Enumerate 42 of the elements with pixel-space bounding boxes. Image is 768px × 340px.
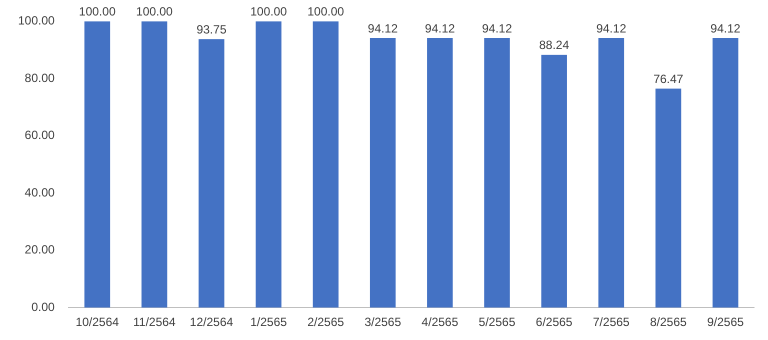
data-label: 94.12 xyxy=(482,21,512,36)
data-label: 100.00 xyxy=(136,4,174,19)
bar xyxy=(84,21,110,308)
bar xyxy=(198,39,224,308)
x-tick-label: 3/2565 xyxy=(364,315,402,330)
bar xyxy=(312,21,339,308)
x-tick-label: 4/2565 xyxy=(422,315,459,330)
bar xyxy=(598,38,624,308)
x-tick-label: 5/2565 xyxy=(478,315,516,330)
data-label: 94.12 xyxy=(368,21,398,36)
x-tick-label: 11/2564 xyxy=(133,315,176,330)
data-label: 100.00 xyxy=(250,4,288,19)
data-label: 76.47 xyxy=(653,72,684,86)
y-tick-label: 0.00 xyxy=(31,300,56,314)
bar xyxy=(541,54,567,308)
bar xyxy=(427,38,453,308)
x-tick-label: 12/2564 xyxy=(190,315,234,330)
bar xyxy=(370,38,396,308)
bar xyxy=(256,21,282,308)
data-label: 93.75 xyxy=(196,22,227,36)
data-label: 100.00 xyxy=(307,4,344,19)
data-label: 94.12 xyxy=(710,21,741,36)
x-tick-label: 8/2565 xyxy=(650,315,688,330)
x-tick-label: 6/2565 xyxy=(536,315,573,330)
data-label: 88.24 xyxy=(539,38,570,52)
data-label: 94.12 xyxy=(596,21,627,36)
x-tick-label: 9/2565 xyxy=(707,315,744,330)
y-tick-label: 60.00 xyxy=(24,128,56,142)
bar xyxy=(712,38,738,308)
y-tick-label: 100.00 xyxy=(18,14,56,28)
x-tick-label: 1/2565 xyxy=(250,315,288,330)
data-label: 100.00 xyxy=(78,4,116,19)
x-tick-label: 7/2565 xyxy=(592,315,630,330)
bar xyxy=(655,88,682,308)
x-tick-label: 2/2565 xyxy=(307,315,344,330)
data-label: 94.12 xyxy=(424,21,456,36)
x-tick-label: 10/2564 xyxy=(76,315,120,330)
bar xyxy=(142,21,168,308)
y-tick-label: 40.00 xyxy=(24,185,56,200)
y-tick-label: 20.00 xyxy=(24,242,56,257)
bar xyxy=(484,38,510,308)
y-tick-label: 80.00 xyxy=(24,70,56,85)
